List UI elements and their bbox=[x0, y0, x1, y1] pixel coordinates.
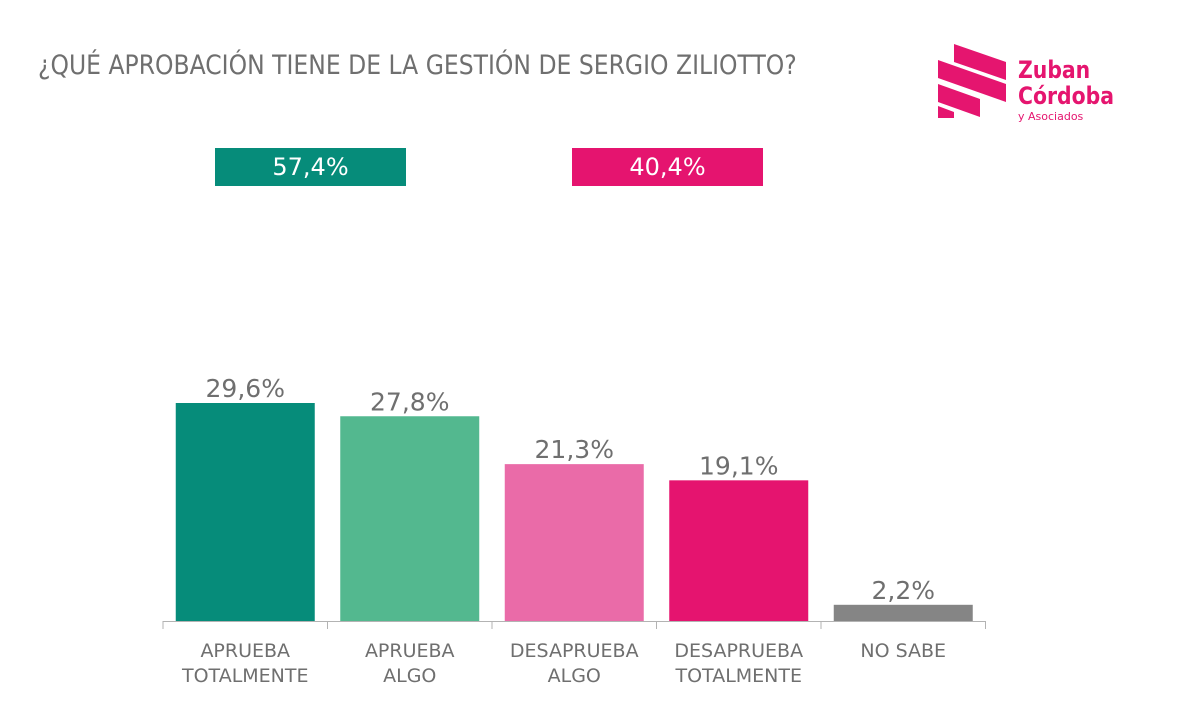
category-label: NO SABE bbox=[860, 640, 946, 662]
category-label: DESAPRUEBA bbox=[510, 640, 639, 662]
category-label: ALGO bbox=[548, 665, 601, 687]
logo-stripe-4 bbox=[938, 106, 954, 118]
logo-text-zuban: Zuban bbox=[1018, 56, 1091, 84]
bar-value-label: 2,2% bbox=[871, 576, 935, 605]
bar-value-label: 29,6% bbox=[206, 374, 285, 403]
logo-text-asociados: y Asociados bbox=[1018, 110, 1084, 123]
zuban-cordoba-logo: Zuban Córdoba y Asociados bbox=[936, 44, 1136, 134]
bar bbox=[833, 604, 973, 621]
bar bbox=[175, 403, 315, 621]
bar-value-label: 27,8% bbox=[370, 387, 449, 416]
category-label: APRUEBA bbox=[200, 640, 290, 662]
bar bbox=[504, 464, 644, 621]
category-label: TOTALMENTE bbox=[181, 665, 309, 687]
chart-title: ¿QUÉ APROBACIÓN TIENE DE LA GESTIÓN DE S… bbox=[38, 50, 797, 81]
logo-stripe-2 bbox=[938, 60, 1006, 102]
disapprove-total-badge: 40,4% bbox=[572, 148, 763, 186]
bar-value-label: 19,1% bbox=[699, 451, 778, 480]
category-label: APRUEBA bbox=[365, 640, 455, 662]
category-label: ALGO bbox=[383, 665, 436, 687]
category-label: DESAPRUEBA bbox=[674, 640, 803, 662]
logo-stripes-icon bbox=[938, 44, 1006, 118]
category-label: TOTALMENTE bbox=[675, 665, 803, 687]
bar bbox=[340, 416, 480, 621]
logo-text-cordoba: Córdoba bbox=[1018, 82, 1115, 110]
logo-stripe-1 bbox=[954, 44, 1006, 80]
bar-value-label: 21,3% bbox=[535, 435, 614, 464]
logo-stripe-3 bbox=[938, 84, 980, 117]
bar bbox=[669, 480, 809, 621]
approve-total-badge: 57,4% bbox=[215, 148, 406, 186]
